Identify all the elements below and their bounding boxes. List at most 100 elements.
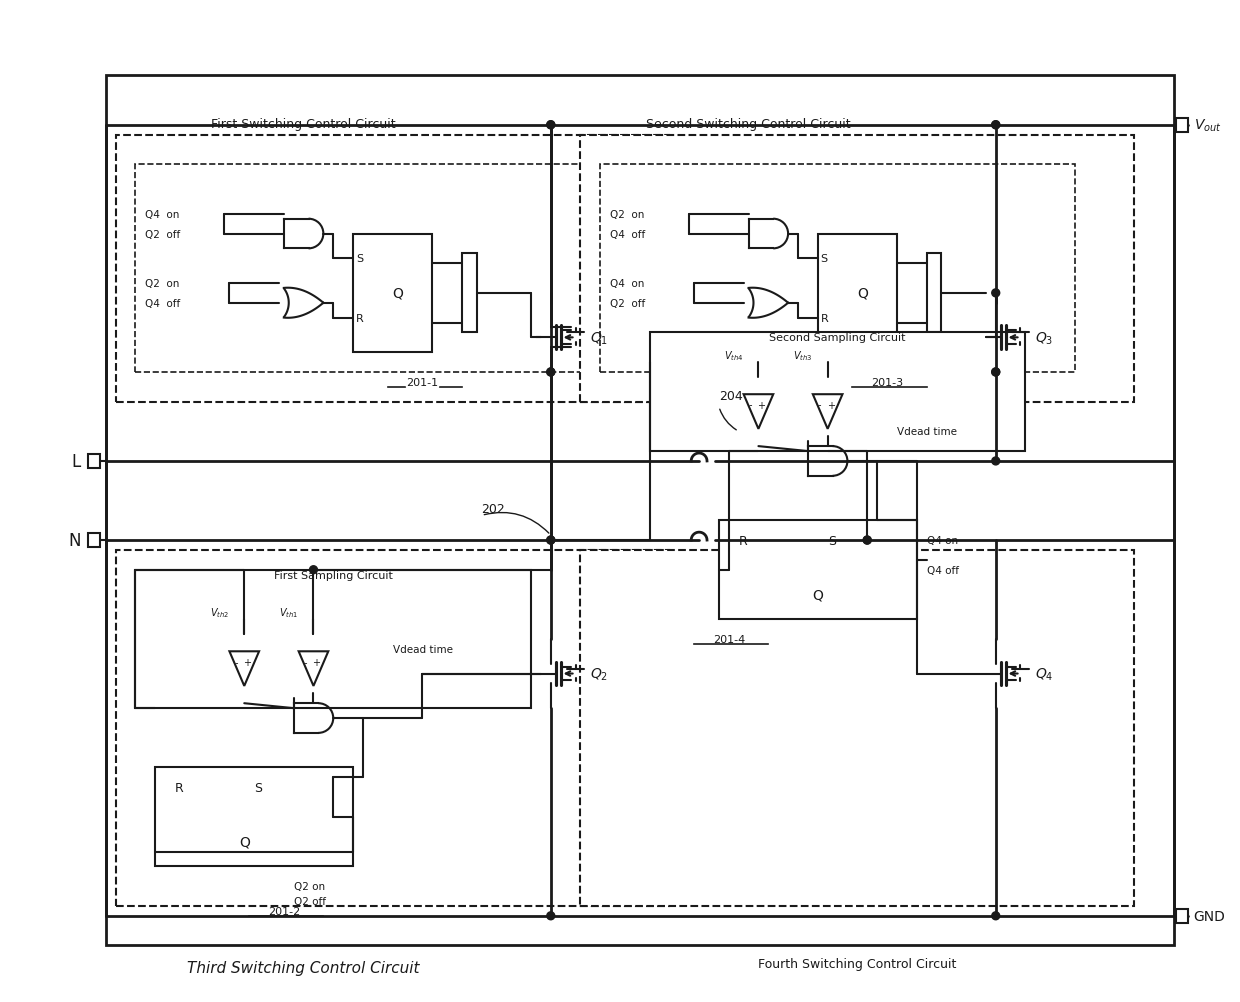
Text: Q2 on: Q2 on	[294, 881, 325, 891]
Circle shape	[992, 369, 999, 377]
Circle shape	[992, 121, 999, 129]
FancyBboxPatch shape	[719, 521, 916, 619]
Circle shape	[547, 369, 554, 377]
Bar	[88, 534, 100, 547]
Polygon shape	[1012, 333, 1029, 343]
Text: +: +	[243, 657, 252, 667]
FancyBboxPatch shape	[353, 234, 432, 353]
FancyBboxPatch shape	[817, 234, 897, 353]
Circle shape	[992, 369, 999, 377]
Circle shape	[992, 458, 999, 466]
Text: Q: Q	[857, 287, 868, 301]
Text: Fourth Switching Control Circuit: Fourth Switching Control Circuit	[758, 957, 956, 970]
Text: -: -	[304, 657, 308, 667]
Text: N: N	[68, 531, 81, 549]
Text: First Sampling Circuit: First Sampling Circuit	[274, 570, 393, 580]
Circle shape	[547, 121, 554, 129]
Polygon shape	[299, 651, 329, 686]
Circle shape	[992, 121, 999, 129]
Bar	[88, 455, 100, 468]
Text: $V_{out}$: $V_{out}$	[1194, 117, 1221, 134]
Text: 201-2: 201-2	[268, 906, 300, 916]
Text: R: R	[739, 534, 748, 547]
Text: Q4 on: Q4 on	[926, 535, 957, 545]
Polygon shape	[567, 333, 584, 343]
Text: Second Switching Control Circuit: Second Switching Control Circuit	[646, 117, 851, 130]
Text: $Q_2$: $Q_2$	[590, 665, 609, 682]
Text: Q2 off: Q2 off	[294, 896, 326, 906]
Text: Q2  on: Q2 on	[145, 279, 180, 289]
Text: S: S	[254, 781, 262, 794]
Text: R: R	[821, 314, 828, 324]
Text: Q2  off: Q2 off	[145, 229, 181, 239]
Text: Q4  on: Q4 on	[610, 279, 645, 289]
Text: 201-3: 201-3	[870, 378, 903, 388]
Text: $V_{th3}$: $V_{th3}$	[794, 349, 812, 363]
Text: -: -	[818, 400, 821, 410]
Circle shape	[547, 536, 554, 544]
Circle shape	[547, 369, 554, 377]
Circle shape	[547, 536, 554, 544]
Text: Q2  on: Q2 on	[610, 209, 645, 219]
Text: 204: 204	[719, 389, 743, 402]
Circle shape	[992, 912, 999, 920]
Text: S: S	[821, 254, 828, 264]
Text: Third Switching Control Circuit: Third Switching Control Circuit	[187, 960, 420, 975]
FancyBboxPatch shape	[580, 550, 1135, 906]
Text: +: +	[758, 400, 765, 410]
FancyBboxPatch shape	[580, 135, 1135, 402]
Bar	[1176, 909, 1188, 923]
Circle shape	[310, 566, 317, 574]
Text: $V_{th1}$: $V_{th1}$	[279, 606, 299, 619]
Text: Q4  off: Q4 off	[145, 299, 181, 309]
FancyBboxPatch shape	[115, 550, 670, 906]
Text: -: -	[749, 400, 753, 410]
Circle shape	[547, 912, 554, 920]
Polygon shape	[812, 395, 842, 430]
Text: R: R	[175, 781, 184, 794]
Text: Q2  off: Q2 off	[610, 299, 645, 309]
Bar	[1176, 118, 1188, 132]
Text: R: R	[356, 314, 363, 324]
Text: +: +	[312, 657, 320, 667]
Text: 201-4: 201-4	[713, 634, 745, 644]
Text: Q4  on: Q4 on	[145, 209, 180, 219]
Polygon shape	[744, 395, 774, 430]
Text: GND: GND	[1194, 909, 1225, 923]
Text: $Q_1$: $Q_1$	[590, 330, 609, 347]
FancyBboxPatch shape	[155, 768, 353, 867]
Text: Q4 off: Q4 off	[926, 565, 959, 575]
Text: Vdead time: Vdead time	[897, 427, 957, 437]
Text: $V_{th2}$: $V_{th2}$	[210, 606, 229, 619]
Polygon shape	[567, 669, 584, 678]
Text: S: S	[356, 254, 363, 264]
Text: $Q_4$: $Q_4$	[1035, 665, 1054, 682]
FancyBboxPatch shape	[135, 570, 531, 708]
Text: First Switching Control Circuit: First Switching Control Circuit	[211, 117, 396, 130]
Text: S: S	[827, 534, 836, 547]
Polygon shape	[229, 651, 259, 686]
FancyBboxPatch shape	[135, 165, 610, 373]
Text: Q: Q	[392, 287, 403, 301]
FancyBboxPatch shape	[600, 165, 1075, 373]
Text: Q: Q	[239, 835, 249, 849]
Text: Q: Q	[812, 588, 823, 602]
Text: 201-1: 201-1	[407, 378, 438, 388]
Text: $Q_3$: $Q_3$	[1035, 330, 1054, 347]
Circle shape	[547, 121, 554, 129]
Text: Q4  off: Q4 off	[610, 229, 645, 239]
FancyBboxPatch shape	[105, 76, 1174, 946]
Text: 202: 202	[481, 503, 506, 516]
Text: +: +	[827, 400, 835, 410]
Text: Second Sampling Circuit: Second Sampling Circuit	[769, 333, 905, 343]
Polygon shape	[1012, 669, 1029, 678]
Text: -: -	[234, 657, 238, 667]
FancyBboxPatch shape	[926, 255, 941, 333]
Text: L: L	[72, 453, 81, 471]
FancyBboxPatch shape	[650, 333, 1025, 452]
Circle shape	[863, 536, 872, 544]
FancyBboxPatch shape	[461, 255, 476, 333]
Text: Vdead time: Vdead time	[393, 644, 453, 654]
Circle shape	[992, 290, 999, 298]
Circle shape	[863, 536, 872, 544]
